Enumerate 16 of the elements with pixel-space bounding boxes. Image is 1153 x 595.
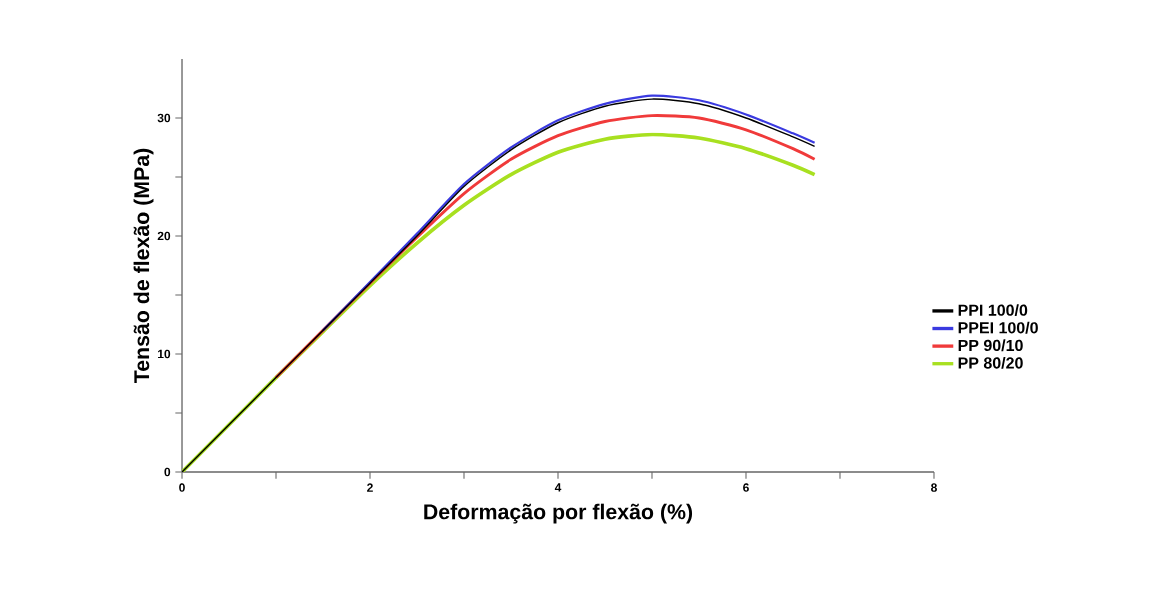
legend-label: PP 90/10: [958, 339, 1023, 352]
y-axis-title: Tensão de flexão (MPa): [133, 148, 154, 384]
x-axis-title: Deformação por flexão (%): [424, 503, 693, 524]
x-tick-label: 6: [743, 483, 749, 492]
legend-label: PP 80/20: [958, 356, 1023, 369]
y-tick-label: 10: [158, 349, 171, 359]
legend-label: PPI 100/0: [958, 304, 1028, 317]
line-series: [321, 94, 816, 332]
y-tick-label: 0: [164, 467, 171, 477]
y-tick-label: 20: [157, 231, 171, 241]
legend-label: PPEI 100/0: [958, 321, 1038, 334]
x-tick-label: 2: [367, 483, 373, 492]
x-tick-label: 8: [931, 483, 937, 492]
x-tick-label: 4: [554, 483, 562, 492]
x-tick-label: 0: [179, 483, 185, 492]
y-tick-label: 30: [157, 113, 171, 123]
